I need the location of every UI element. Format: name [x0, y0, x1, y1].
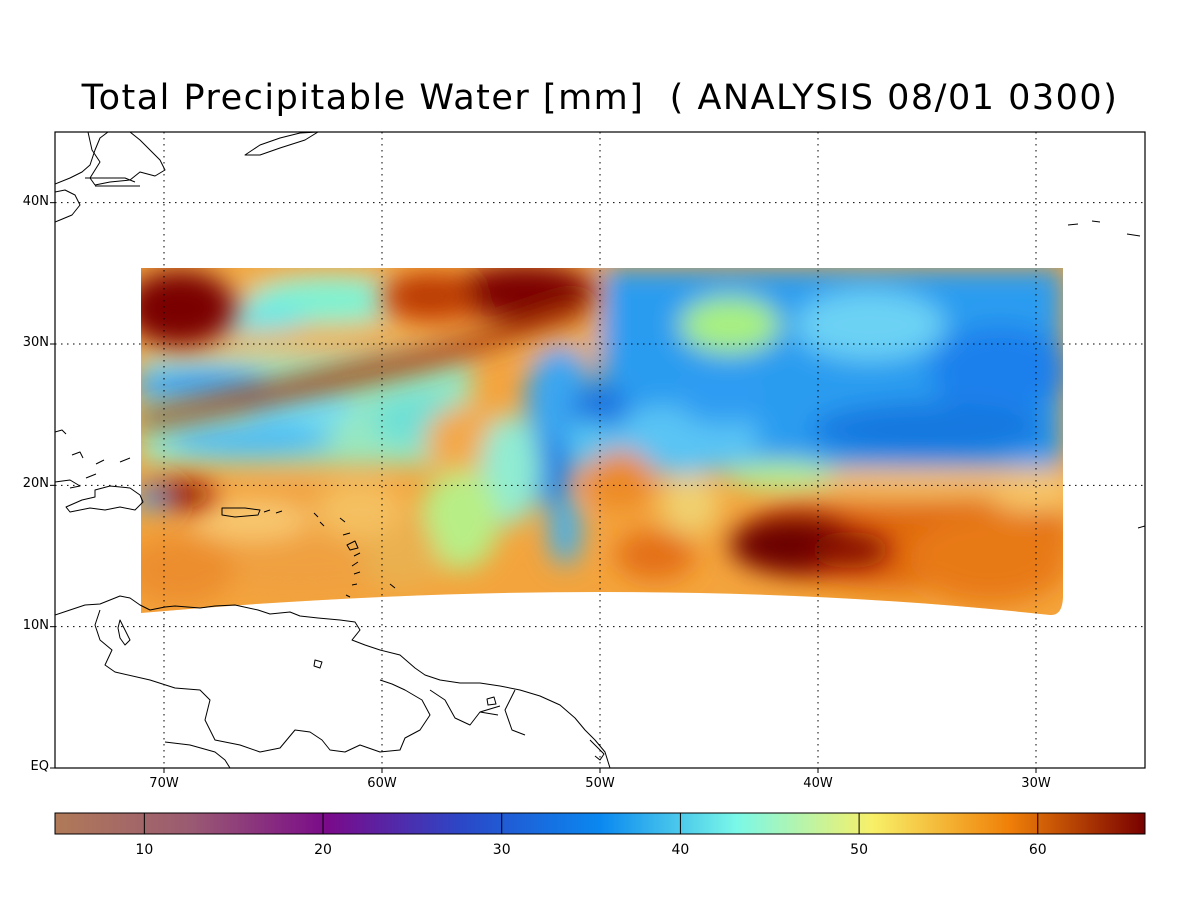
- gridlines: [55, 132, 1145, 768]
- lon-label: 40W: [803, 776, 833, 791]
- colorbar-label: 10: [135, 842, 154, 858]
- axis-ticks: [50, 202, 1037, 773]
- coastlines: [55, 132, 1145, 768]
- lat-label: 20N: [22, 476, 49, 492]
- lat-label: 40N: [22, 193, 49, 209]
- colorbar-label: 60: [1028, 842, 1047, 858]
- colorbar: [54, 812, 1146, 835]
- precipitable-water-field: [141, 268, 1063, 616]
- lat-label: 30N: [22, 335, 49, 350]
- colorbar-label: 50: [850, 842, 868, 858]
- colorbar-label: 20: [314, 842, 332, 858]
- lon-label: 30W: [1021, 776, 1051, 791]
- colorbar-ticks: [143, 813, 1039, 834]
- lon-label: 70W: [149, 776, 179, 791]
- lat-label: EQ: [30, 759, 49, 774]
- lon-label: 60W: [367, 776, 397, 791]
- lat-label: 10N: [22, 617, 49, 633]
- lon-label: 50W: [585, 776, 615, 791]
- map-title: Total Precipitable Water [mm] ( ANALYSIS…: [81, 78, 1119, 118]
- colorbar-label: 40: [671, 842, 690, 858]
- colorbar-label: 30: [492, 842, 511, 858]
